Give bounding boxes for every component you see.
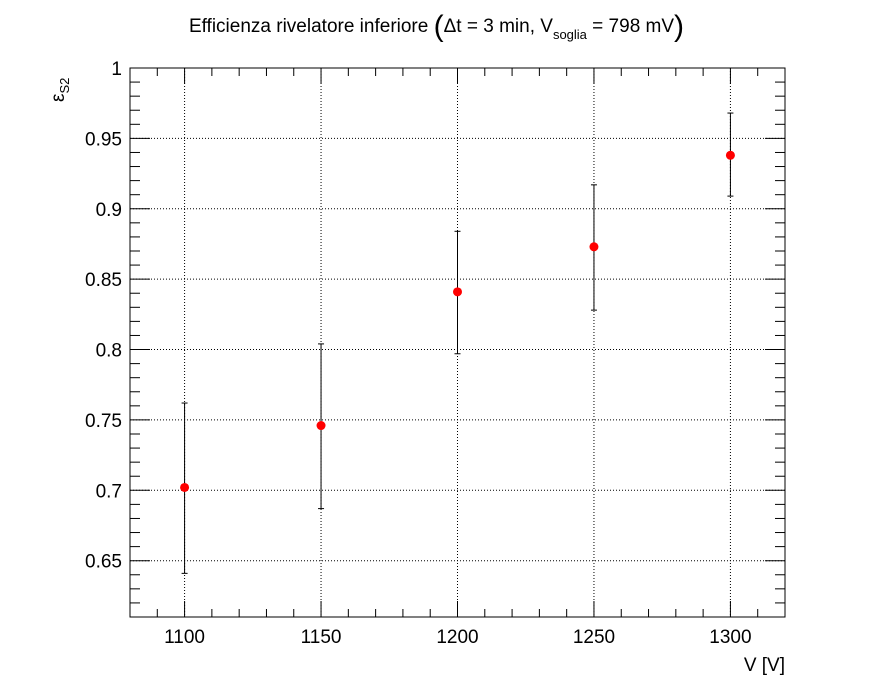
chart-title-inner-prefix: Δt = 3 min, V: [443, 16, 553, 37]
x-tick-label: 1150: [301, 627, 342, 648]
y-tick-label: 0.65: [85, 552, 122, 573]
data-point: [180, 482, 190, 492]
y-tick-label: 0.75: [85, 411, 122, 432]
label-layer: V [V] εS2: [48, 78, 785, 676]
y-axis-label-main: ε: [48, 93, 69, 102]
data-point: [453, 287, 462, 297]
chart-title-paren-close: ): [674, 10, 685, 43]
y-tick-label: 0.9: [96, 200, 122, 221]
y-tick-label: 0.85: [85, 270, 122, 291]
data-point: [589, 242, 599, 252]
data-point: [316, 421, 326, 431]
data-point: [725, 150, 735, 160]
chart-title-paren-open: (: [433, 10, 444, 43]
x-tick-label: 1250: [573, 627, 615, 648]
x-tick-label: 1100: [164, 627, 205, 648]
axis-layer: 1100 1150 1200 1250 1300 0.65 0.7 0.75 0.8 0.85 0.…: [85, 59, 786, 648]
chart-title-inner-suffix: = 798 mV: [586, 16, 675, 37]
chart-title: Efficienza rivelatore inferiore (Δt = 3 …: [0, 10, 873, 44]
x-axis-label: V [V]: [744, 655, 785, 676]
y-tick-label: 0.7: [96, 481, 122, 502]
x-tick-label: 1300: [709, 627, 751, 648]
y-tick-label: 0.95: [85, 129, 122, 150]
y-tick-label: 1: [111, 59, 122, 80]
data-layer: [180, 112, 735, 574]
y-axis-label-sub: S2: [57, 78, 72, 94]
x-tick-label: 1200: [436, 627, 478, 648]
y-axis-label: εS2: [48, 78, 72, 102]
chart-title-inner-sub: soglia: [552, 27, 587, 42]
y-tick-label: 0.8: [96, 341, 122, 362]
chart-title-main: Efficienza rivelatore inferiore: [188, 16, 429, 37]
